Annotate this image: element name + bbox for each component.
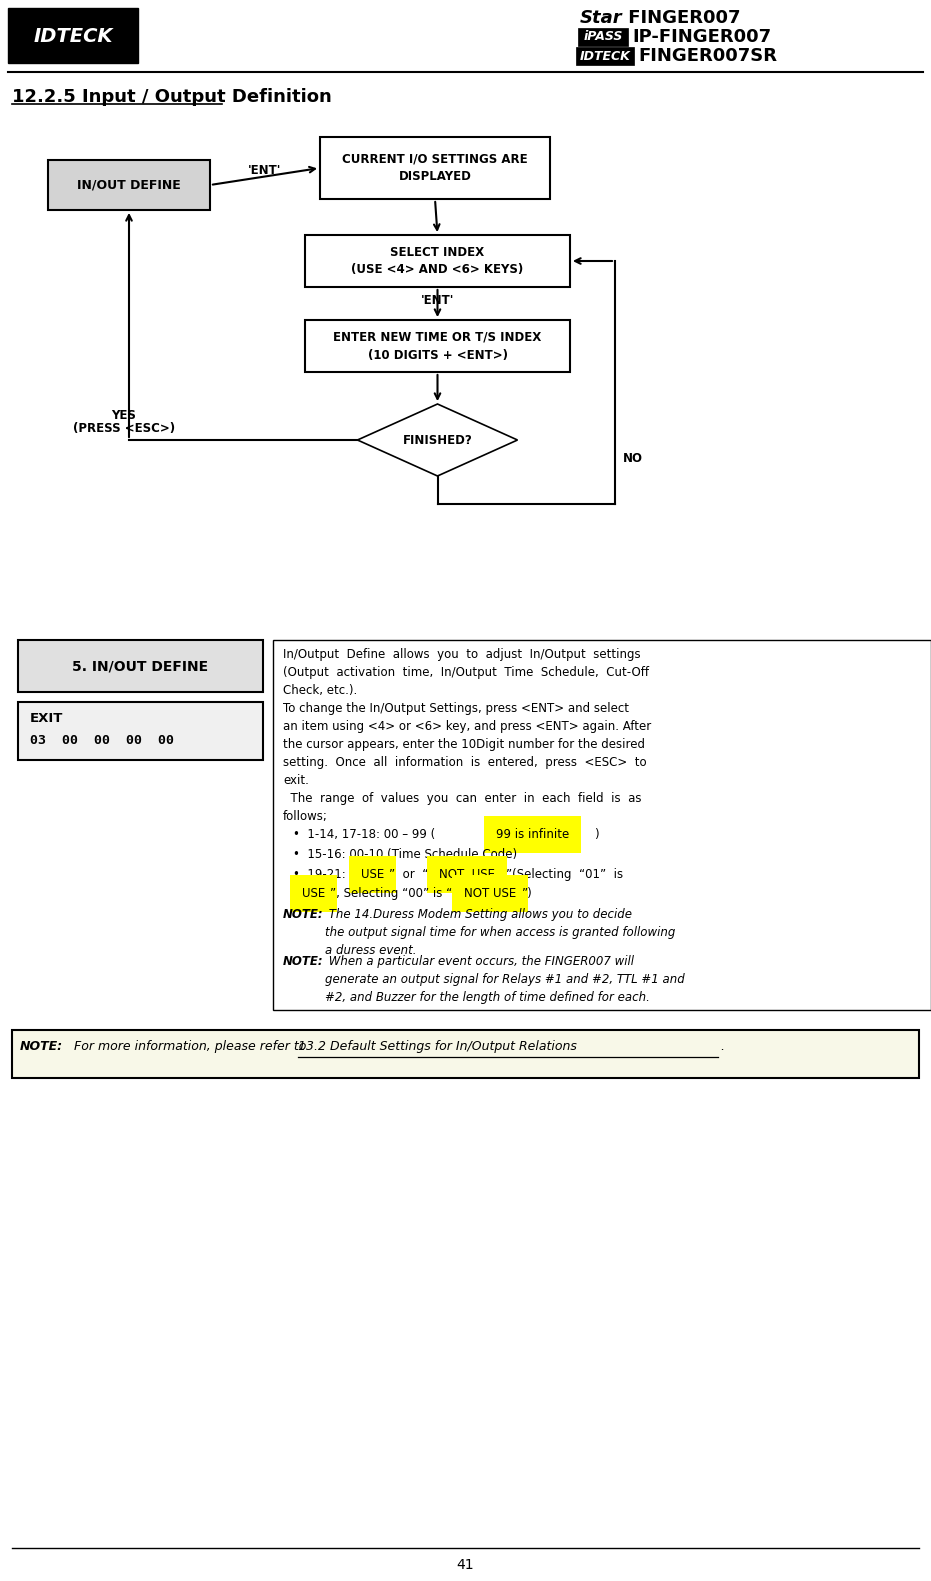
Text: USE: USE [302,887,325,900]
Text: 5. IN/OUT DEFINE: 5. IN/OUT DEFINE [73,659,209,674]
Polygon shape [358,405,518,476]
Text: 13.2 Default Settings for In/Output Relations: 13.2 Default Settings for In/Output Rela… [298,1040,577,1053]
Text: NOT USE: NOT USE [464,887,517,900]
Text: NOT  USE: NOT USE [439,868,495,881]
Text: SELECT INDEX
(USE <4> AND <6> KEYS): SELECT INDEX (USE <4> AND <6> KEYS) [351,245,523,277]
Text: USE: USE [361,868,385,881]
Text: Star: Star [580,9,623,27]
Text: ”  or  “: ” or “ [389,868,428,881]
Text: FINGER007SR: FINGER007SR [638,47,777,65]
Text: “: “ [293,887,299,900]
FancyBboxPatch shape [12,1029,919,1078]
Text: 03  00  00  00  00: 03 00 00 00 00 [30,734,174,746]
Text: NO: NO [623,452,643,465]
Text: ENTER NEW TIME OR T/S INDEX
(10 DIGITS + <ENT>): ENTER NEW TIME OR T/S INDEX (10 DIGITS +… [333,330,542,362]
Text: For more information, please refer to: For more information, please refer to [70,1040,310,1053]
Text: 12.2.5 Input / Output Definition: 12.2.5 Input / Output Definition [12,89,331,106]
Text: When a particular event occurs, the FINGER007 will
generate an output signal for: When a particular event occurs, the FING… [325,955,684,1004]
FancyBboxPatch shape [48,160,210,210]
Text: .: . [720,1040,724,1053]
Text: (PRESS <ESC>): (PRESS <ESC>) [73,422,175,435]
Text: 'ENT': 'ENT' [249,164,282,177]
FancyBboxPatch shape [305,319,570,372]
Text: •  15-16: 00-10 (Time Schedule Code): • 15-16: 00-10 (Time Schedule Code) [293,847,517,862]
Text: NOTE:: NOTE: [20,1040,63,1053]
Text: The 14.Duress Modem Setting allows you to decide
the output signal time for when: The 14.Duress Modem Setting allows you t… [325,907,675,957]
Text: IDTECK: IDTECK [580,49,630,63]
FancyBboxPatch shape [18,702,263,760]
Text: In/Output  Define  allows  you  to  adjust  In/Output  settings
(Output  activat: In/Output Define allows you to adjust In… [283,648,649,697]
Text: 99 is infinite: 99 is infinite [496,828,569,841]
Text: The  range  of  values  you  can  enter  in  each  field  is  as
follows;: The range of values you can enter in eac… [283,792,641,824]
FancyBboxPatch shape [576,47,634,65]
Text: 'ENT': 'ENT' [421,294,454,307]
FancyBboxPatch shape [273,640,931,1010]
Text: ”(Selecting  “01”  is: ”(Selecting “01” is [506,868,623,881]
Text: ”): ”) [522,887,533,900]
Text: EXIT: EXIT [30,711,63,726]
Text: IDTECK: IDTECK [34,27,113,46]
Text: To change the In/Output Settings, press <ENT> and select
an item using <4> or <6: To change the In/Output Settings, press … [283,702,652,787]
FancyBboxPatch shape [578,28,628,46]
FancyBboxPatch shape [18,640,263,692]
FancyBboxPatch shape [305,236,570,288]
Text: CURRENT I/O SETTINGS ARE
DISPLAYED: CURRENT I/O SETTINGS ARE DISPLAYED [343,152,528,183]
Text: ): ) [594,828,599,841]
Text: •  19-21:  “: • 19-21: “ [293,868,359,881]
Text: •  1-14, 17-18: 00 – 99 (: • 1-14, 17-18: 00 – 99 ( [293,828,436,841]
Text: YES: YES [112,409,137,422]
Text: IN/OUT DEFINE: IN/OUT DEFINE [77,179,181,191]
Text: 41: 41 [456,1557,474,1572]
FancyBboxPatch shape [320,138,550,199]
Text: FINGER007: FINGER007 [622,9,740,27]
Text: NOTE:: NOTE: [283,907,324,922]
Text: ”, Selecting “00” is “: ”, Selecting “00” is “ [330,887,452,900]
Text: FINISHED?: FINISHED? [402,433,472,446]
Text: iPASS: iPASS [584,30,623,44]
Text: IP-FINGER007: IP-FINGER007 [632,28,771,46]
FancyBboxPatch shape [8,8,138,63]
Text: NOTE:: NOTE: [283,955,324,968]
